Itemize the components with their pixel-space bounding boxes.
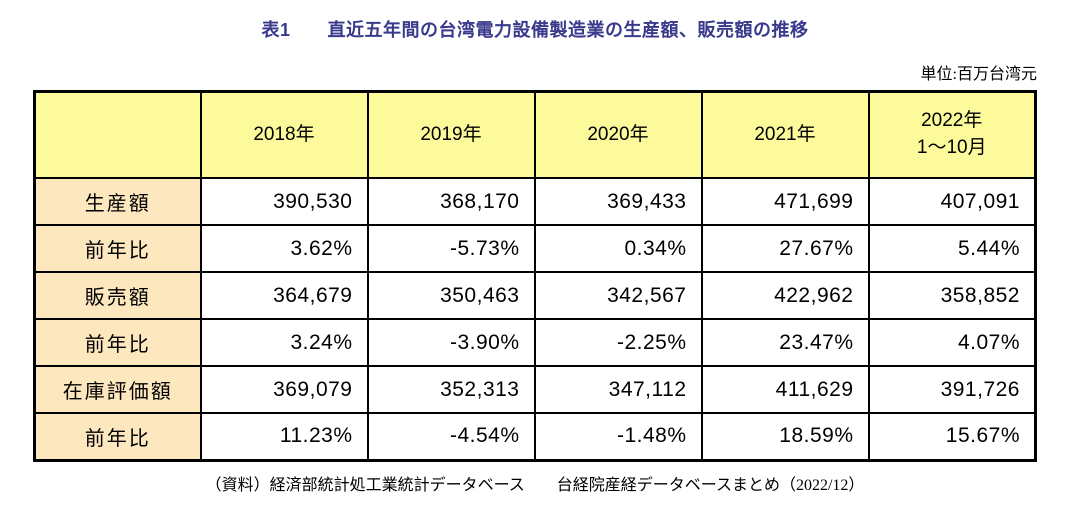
row-label-yoy: 前年比 [33, 412, 202, 461]
value-cell: 0.34% [533, 224, 703, 273]
value-cell: 369,079 [199, 365, 369, 414]
value-cell: -1.48% [533, 412, 703, 461]
value-cell: 347,112 [533, 365, 703, 414]
column-header-2019: 2019年 [366, 90, 536, 179]
source-note: （資料）経済部統計処工業統計データベース 台経院産経データベースまとめ（2022… [205, 476, 865, 494]
table-row-sales: 販売額 364,679 350,463 342,567 422,962 358,… [33, 271, 1037, 320]
value-cell: 18.59% [700, 412, 870, 461]
value-cell: 422,962 [700, 271, 870, 320]
value-cell: 3.24% [199, 318, 369, 367]
row-label-yoy: 前年比 [33, 318, 202, 367]
row-label-sales: 販売額 [33, 271, 202, 320]
value-cell: 352,313 [366, 365, 536, 414]
corner-cell [33, 90, 202, 179]
value-cell: 411,629 [700, 365, 870, 414]
value-cell: 342,567 [533, 271, 703, 320]
value-cell: 390,530 [199, 177, 369, 226]
value-cell: 407,091 [867, 177, 1037, 226]
column-header-2020: 2020年 [533, 90, 703, 179]
value-cell: -4.54% [366, 412, 536, 461]
value-cell: -5.73% [366, 224, 536, 273]
table-row-production-yoy: 前年比 3.62% -5.73% 0.34% 27.67% 5.44% [33, 224, 1037, 273]
value-cell: 11.23% [199, 412, 369, 461]
table-row-sales-yoy: 前年比 3.24% -3.90% -2.25% 23.47% 4.07% [33, 318, 1037, 367]
unit-note: 単位:百万台湾元 [920, 66, 1037, 83]
table-row-production: 生産額 390,530 368,170 369,433 471,699 407,… [33, 177, 1037, 226]
value-cell: -3.90% [366, 318, 536, 367]
column-header-2022: 2022年 1〜10月 [867, 90, 1037, 179]
column-header-2021: 2021年 [700, 90, 870, 179]
row-label-production: 生産額 [33, 177, 202, 226]
value-cell: 5.44% [867, 224, 1037, 273]
header-row: 2018年 2019年 2020年 2021年 2022年 1〜10月 [33, 90, 1037, 179]
row-label-inventory: 在庫評価額 [33, 365, 202, 414]
value-cell: 369,433 [533, 177, 703, 226]
value-cell: 4.07% [867, 318, 1037, 367]
data-table: 2018年 2019年 2020年 2021年 2022年 1〜10月 生産額 … [33, 90, 1037, 462]
value-cell: 471,699 [700, 177, 870, 226]
value-cell: 15.67% [867, 412, 1037, 461]
value-cell: 350,463 [366, 271, 536, 320]
table-row-inventory: 在庫評価額 369,079 352,313 347,112 411,629 39… [33, 365, 1037, 414]
value-cell: -2.25% [533, 318, 703, 367]
column-header-2018: 2018年 [199, 90, 369, 179]
value-cell: 23.47% [700, 318, 870, 367]
value-cell: 364,679 [199, 271, 369, 320]
value-cell: 358,852 [867, 271, 1037, 320]
table-title: 表1 直近五年間の台湾電力設備製造業の生産額、販売額の推移 [261, 20, 809, 40]
value-cell: 3.62% [199, 224, 369, 273]
page: 表1 直近五年間の台湾電力設備製造業の生産額、販売額の推移 単位:百万台湾元 2… [0, 16, 1070, 518]
value-cell: 27.67% [700, 224, 870, 273]
table-row-inventory-yoy: 前年比 11.23% -4.54% -1.48% 18.59% 15.67% [33, 412, 1037, 461]
row-label-yoy: 前年比 [33, 224, 202, 273]
value-cell: 391,726 [867, 365, 1037, 414]
value-cell: 368,170 [366, 177, 536, 226]
